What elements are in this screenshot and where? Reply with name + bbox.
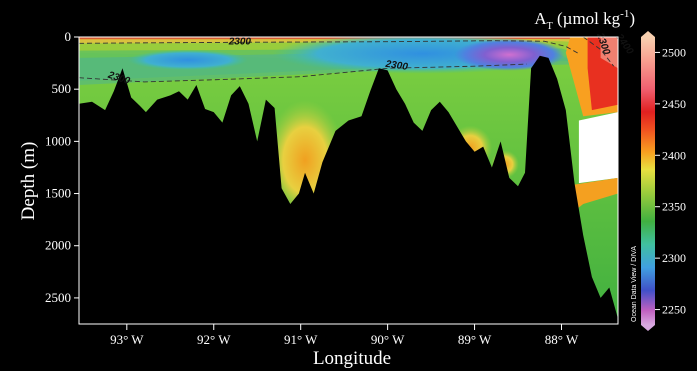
colorbar-label: AT (µmol kg-1) bbox=[534, 8, 635, 32]
colorbar-tick-label: 2300 bbox=[662, 251, 686, 265]
colorbar-axis: 2250 2300 2350 2400 2450 2500 bbox=[655, 45, 686, 317]
colorbar-top-cap bbox=[641, 31, 655, 37]
y-tick-label: 500 bbox=[52, 81, 72, 96]
colorbar bbox=[641, 37, 655, 325]
contour-lines bbox=[79, 37, 615, 83]
bathymetry bbox=[79, 55, 618, 324]
colorbar-tick-label: 2350 bbox=[662, 200, 686, 214]
x-axis-label: Longitude bbox=[313, 348, 391, 369]
contour-2400-east bbox=[582, 37, 615, 67]
plot-frame bbox=[78, 36, 619, 325]
blue-patch-west bbox=[127, 49, 248, 70]
seafloor bbox=[79, 55, 618, 324]
odv-watermark: Ocean Data View / DIVA bbox=[631, 246, 638, 322]
contour-2300-upper bbox=[79, 40, 580, 55]
east-orange-deep bbox=[570, 177, 618, 215]
colorbar-tick-label: 2250 bbox=[662, 303, 686, 317]
contour-2300-lower bbox=[79, 63, 527, 83]
y-axis: 0 500 1000 1500 2000 2500 bbox=[45, 29, 79, 305]
y-axis-label: Depth (m) bbox=[18, 142, 39, 221]
x-tick-label: 93° W bbox=[110, 332, 144, 347]
x-tick-label: 92° W bbox=[197, 332, 231, 347]
x-axis: 93° W 92° W 91° W 90° W 89° W 88° W bbox=[110, 324, 579, 347]
no-data-region bbox=[578, 112, 618, 184]
colorbar-tick-label: 2500 bbox=[662, 45, 686, 59]
x-tick-label: 88° W bbox=[545, 332, 579, 347]
y-tick-label: 2500 bbox=[45, 290, 71, 305]
y-tick-label: 0 bbox=[65, 29, 72, 44]
x-tick-label: 89° W bbox=[458, 332, 492, 347]
x-tick-label: 90° W bbox=[371, 332, 405, 347]
contour-label: 2300 bbox=[228, 36, 252, 47]
y-tick-label: 1500 bbox=[45, 186, 71, 201]
y-tick-label: 1000 bbox=[45, 133, 71, 148]
colorbar-tick-label: 2400 bbox=[662, 148, 686, 162]
y-tick-label: 2000 bbox=[45, 238, 71, 253]
east-pink-zone bbox=[600, 37, 618, 69]
x-tick-label: 91° W bbox=[284, 332, 318, 347]
colorbar-bottom-cap bbox=[641, 325, 655, 331]
contour-label: 2300 bbox=[384, 59, 409, 73]
colorbar-tick-label: 2450 bbox=[662, 97, 686, 111]
